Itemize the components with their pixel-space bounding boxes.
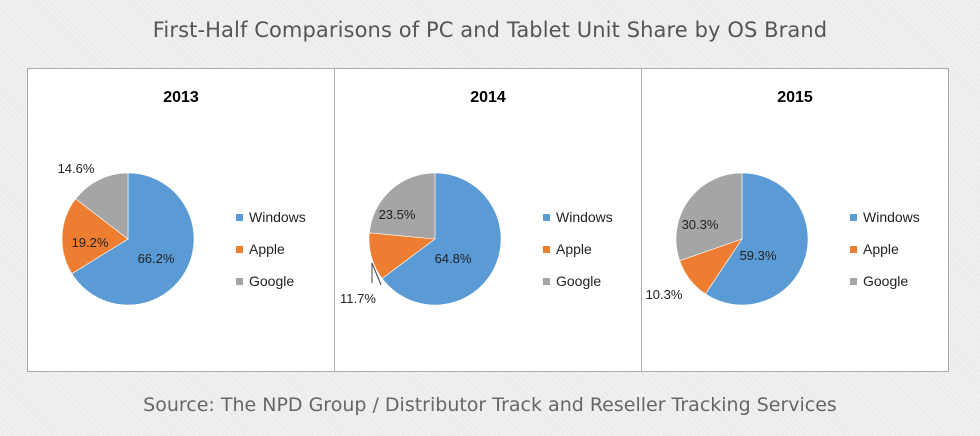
data-label-apple: 10.3% bbox=[646, 287, 683, 302]
legend-swatch-google bbox=[850, 277, 857, 285]
source-note: Source: The NPD Group / Distributor Trac… bbox=[143, 394, 837, 416]
pie-chart-2015: 59.3% 10.3% 30.3% bbox=[646, 172, 809, 306]
pie-title-2014: 2014 bbox=[470, 89, 506, 106]
legend-label-apple: Apple bbox=[249, 241, 285, 257]
legend-item-apple: Apple bbox=[543, 233, 613, 265]
legend-label-apple: Apple bbox=[863, 241, 899, 257]
pie-panel-2014: 2014 64.8% 11.7% 23.5% Windows Apple Googl… bbox=[335, 69, 642, 371]
pie-slice-windows bbox=[381, 172, 502, 306]
pie-title-2013: 2013 bbox=[163, 89, 199, 106]
legend-label-google: Google bbox=[556, 273, 602, 289]
data-label-apple: 11.7% bbox=[340, 291, 376, 306]
legend-2014: Windows Apple Google bbox=[543, 201, 613, 297]
leader-line-apple bbox=[371, 262, 382, 286]
pie-slice-google bbox=[368, 172, 436, 240]
data-label-google: 23.5% bbox=[379, 207, 416, 222]
legend-swatch-windows bbox=[850, 213, 857, 221]
legend-swatch-windows bbox=[236, 213, 243, 221]
pie-slice-windows bbox=[704, 172, 809, 306]
legend-swatch-google bbox=[543, 277, 550, 285]
data-label-windows: 64.8% bbox=[435, 251, 472, 266]
pie-slice-google bbox=[675, 172, 743, 262]
data-label-apple: 19.2% bbox=[72, 235, 109, 250]
legend-label-windows: Windows bbox=[556, 209, 613, 225]
legend-item-windows: Windows bbox=[236, 201, 306, 233]
legend-label-windows: Windows bbox=[249, 209, 306, 225]
legend-item-apple: Apple bbox=[850, 233, 920, 265]
legend-item-google: Google bbox=[850, 265, 920, 297]
data-label-windows: 66.2% bbox=[138, 251, 175, 266]
legend-swatch-windows bbox=[543, 213, 550, 221]
pie-panel-2015: 2015 59.3% 10.3% 30.3% Windows Apple Googl… bbox=[642, 69, 948, 371]
legend-2013: Windows Apple Google bbox=[236, 201, 306, 297]
legend-label-google: Google bbox=[249, 273, 295, 289]
legend-swatch-apple bbox=[850, 245, 857, 253]
legend-label-apple: Apple bbox=[556, 241, 592, 257]
legend-swatch-apple bbox=[236, 245, 243, 253]
pie-chart-2014: 64.8% 11.7% 23.5% bbox=[340, 172, 502, 306]
legend-label-google: Google bbox=[863, 273, 909, 289]
legend-swatch-apple bbox=[543, 245, 550, 253]
legend-2015: Windows Apple Google bbox=[850, 201, 920, 297]
legend-label-windows: Windows bbox=[863, 209, 920, 225]
data-label-windows: 59.3% bbox=[740, 248, 777, 263]
legend-item-apple: Apple bbox=[236, 233, 306, 265]
legend-item-windows: Windows bbox=[850, 201, 920, 233]
pie-slice-windows bbox=[71, 172, 195, 306]
pie-panel-2013: 2013 66.2% 19.2% 14.6% Windows Apple Googl… bbox=[28, 69, 335, 371]
pie-slice-apple bbox=[61, 198, 129, 275]
data-label-google: 30.3% bbox=[682, 217, 719, 232]
chart-panels: 2013 66.2% 19.2% 14.6% Windows Apple Googl… bbox=[27, 68, 949, 372]
legend-item-google: Google bbox=[543, 265, 613, 297]
pie-chart-2013: 66.2% 19.2% 14.6% bbox=[58, 161, 195, 306]
chart-title: First-Half Comparisons of PC and Tablet … bbox=[152, 18, 828, 42]
data-label-google: 14.6% bbox=[58, 161, 95, 176]
pie-slice-google bbox=[75, 172, 129, 240]
pie-title-2015: 2015 bbox=[777, 89, 813, 106]
legend-swatch-google bbox=[236, 277, 243, 285]
legend-item-windows: Windows bbox=[543, 201, 613, 233]
legend-item-google: Google bbox=[236, 265, 306, 297]
